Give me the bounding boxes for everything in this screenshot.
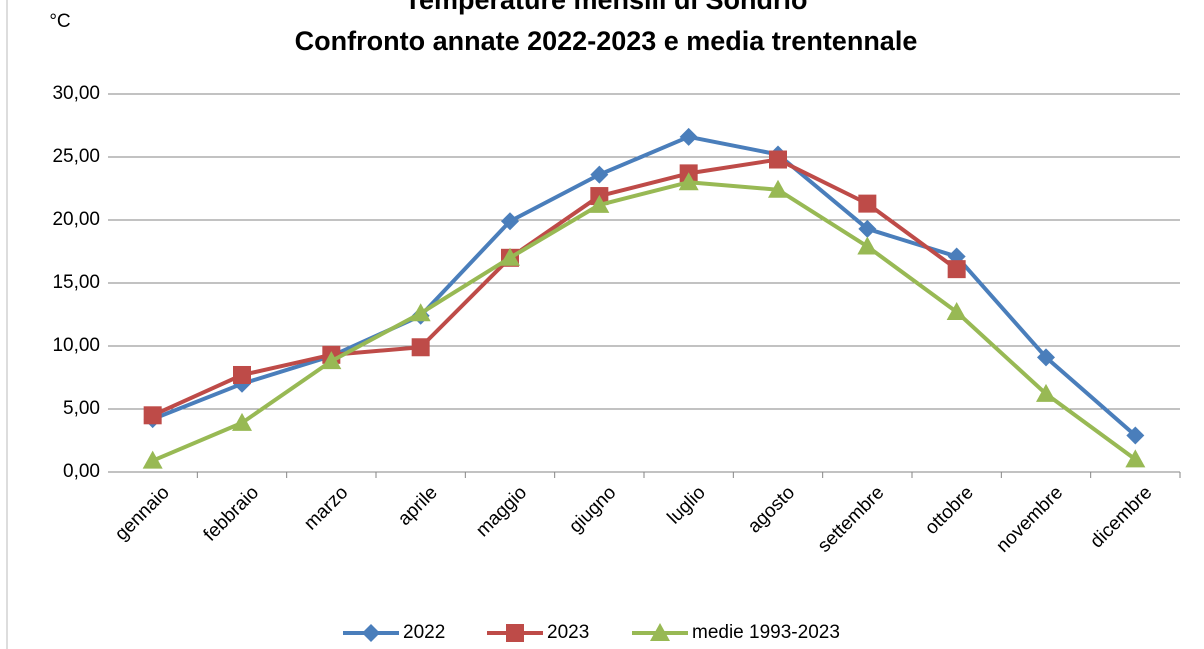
- x-tick-label: agosto: [744, 482, 799, 537]
- point: [947, 260, 966, 279]
- x-tick-label: marzo: [300, 482, 352, 534]
- point: [590, 165, 609, 184]
- point: [678, 172, 699, 191]
- point: [501, 212, 519, 231]
- x-tick-label: maggio: [472, 482, 531, 541]
- y-tick-label: 5,00: [63, 398, 100, 419]
- point: [589, 194, 610, 213]
- point: [946, 301, 967, 320]
- point: [232, 412, 252, 431]
- y-tick-label: 20,00: [52, 209, 100, 230]
- y-tick-label: 15,00: [52, 272, 100, 293]
- x-tick-label: dicembre: [1086, 482, 1156, 552]
- x-tick-label: ottobre: [921, 482, 978, 539]
- series-line: [151, 134, 1137, 437]
- point: [142, 450, 163, 469]
- point: [233, 365, 251, 384]
- point: [857, 236, 878, 255]
- legend-label: 2023: [547, 622, 589, 643]
- point: [1125, 449, 1146, 468]
- point: [858, 219, 877, 238]
- chart-title: Temperature mensili di Sondrio: [404, 0, 807, 15]
- legend-label: 2022: [403, 622, 445, 643]
- point: [321, 351, 342, 370]
- y-tick-label: 30,00: [52, 83, 100, 104]
- x-tick-label: settembre: [814, 482, 889, 557]
- x-tick-label: luglio: [664, 482, 710, 528]
- point: [679, 127, 698, 146]
- y-axis-label: °C: [49, 11, 70, 32]
- point: [769, 150, 787, 169]
- point: [1037, 348, 1055, 367]
- point: [143, 406, 162, 425]
- point: [768, 179, 788, 198]
- x-tick-label: febbraio: [200, 482, 263, 545]
- x-tick-label: gennaio: [111, 482, 174, 545]
- chart-frame: [6, 0, 8, 649]
- chart-subtitle: Confronto annate 2022-2023 e media trent…: [295, 26, 918, 56]
- point: [500, 247, 520, 266]
- point: [1036, 383, 1056, 402]
- series-line: [151, 180, 1137, 463]
- legend-label: medie 1993-2023: [692, 622, 840, 643]
- legend-marker: [650, 623, 670, 641]
- x-tick-label: giugno: [565, 482, 620, 537]
- x-tick-label: novembre: [992, 482, 1067, 557]
- point: [858, 194, 877, 213]
- legend-marker: [506, 624, 524, 642]
- y-tick-label: 25,00: [52, 146, 100, 167]
- point: [1126, 426, 1145, 445]
- legend-marker: [362, 624, 380, 642]
- point: [411, 338, 430, 357]
- point: [410, 303, 431, 322]
- y-tick-label: 0,00: [63, 461, 100, 482]
- x-tick-label: aprile: [394, 482, 442, 530]
- series-line: [151, 157, 958, 418]
- y-tick-label: 10,00: [52, 335, 100, 356]
